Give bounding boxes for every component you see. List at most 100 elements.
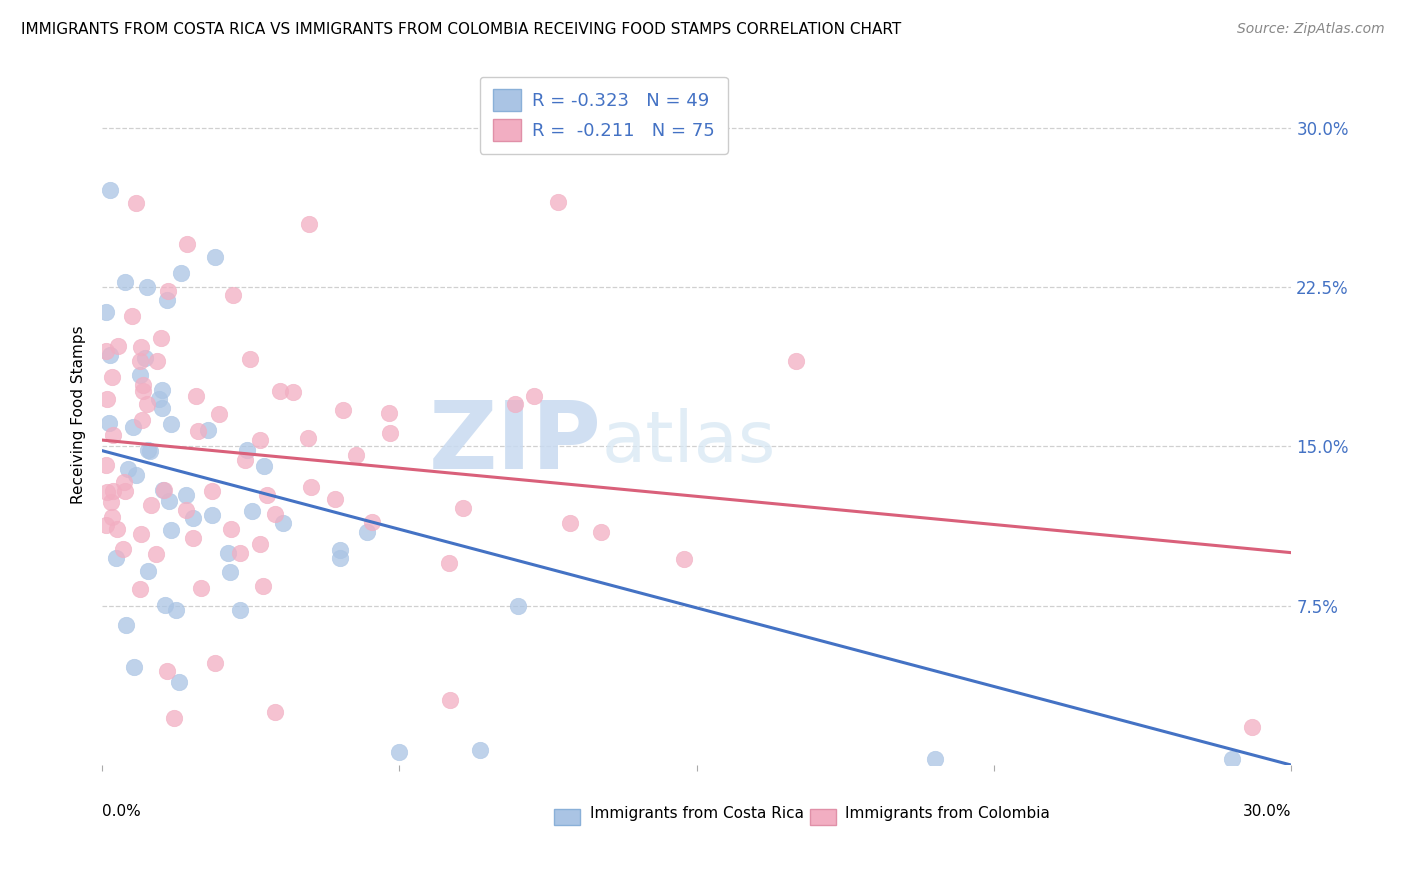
- Point: [269, 384, 291, 398]
- Point: [150, 401, 173, 415]
- Point: [240, 504, 263, 518]
- Point: [217, 546, 239, 560]
- Point: [201, 508, 224, 522]
- Point: [100, 495, 122, 509]
- Point: [156, 664, 179, 678]
- Point: [378, 406, 401, 420]
- Point: [96, 517, 118, 532]
- Text: Source: ZipAtlas.com: Source: ZipAtlas.com: [1237, 22, 1385, 37]
- Point: [100, 370, 122, 384]
- Point: [174, 503, 197, 517]
- Point: [547, 195, 569, 210]
- Point: [380, 426, 402, 441]
- Y-axis label: Receiving Food Stamps: Receiving Food Stamps: [72, 326, 86, 504]
- Point: [114, 275, 136, 289]
- Point: [128, 368, 150, 382]
- Point: [98, 416, 121, 430]
- Point: [236, 443, 259, 458]
- Point: [153, 598, 176, 612]
- Point: [239, 351, 262, 366]
- Point: [673, 552, 696, 566]
- Point: [165, 602, 187, 616]
- Point: [129, 340, 152, 354]
- Point: [329, 551, 352, 566]
- Point: [470, 743, 492, 757]
- Point: [299, 480, 322, 494]
- Text: 30.0%: 30.0%: [1243, 804, 1291, 819]
- Point: [115, 617, 138, 632]
- Point: [361, 515, 384, 529]
- Point: [121, 309, 143, 323]
- Point: [181, 511, 204, 525]
- Point: [157, 494, 180, 508]
- Point: [152, 483, 174, 497]
- Point: [323, 491, 346, 506]
- Point: [523, 389, 546, 403]
- Point: [356, 524, 378, 539]
- Point: [271, 516, 294, 531]
- Point: [160, 417, 183, 432]
- Point: [148, 392, 170, 407]
- Point: [229, 546, 252, 560]
- Point: [101, 427, 124, 442]
- Point: [150, 331, 173, 345]
- Point: [229, 603, 252, 617]
- Point: [112, 475, 135, 489]
- Point: [1220, 752, 1243, 766]
- Point: [184, 389, 207, 403]
- Point: [264, 507, 287, 521]
- Point: [150, 383, 173, 397]
- Point: [252, 458, 274, 473]
- Point: [298, 217, 321, 231]
- Point: [924, 752, 946, 766]
- Point: [591, 525, 613, 540]
- Point: [176, 488, 198, 502]
- Point: [131, 378, 153, 392]
- Point: [249, 434, 271, 448]
- Point: [388, 745, 411, 759]
- Point: [136, 396, 159, 410]
- Point: [136, 280, 159, 294]
- Point: [281, 385, 304, 400]
- Point: [256, 488, 278, 502]
- Point: [145, 547, 167, 561]
- Point: [170, 266, 193, 280]
- Point: [197, 423, 219, 437]
- Point: [208, 407, 231, 421]
- Point: [332, 403, 354, 417]
- Point: [505, 397, 527, 411]
- Point: [218, 566, 240, 580]
- Point: [134, 351, 156, 365]
- Point: [96, 458, 118, 472]
- Point: [187, 424, 209, 438]
- Point: [252, 579, 274, 593]
- Point: [132, 384, 155, 398]
- Point: [122, 420, 145, 434]
- Point: [131, 412, 153, 426]
- Point: [96, 305, 118, 319]
- Point: [176, 236, 198, 251]
- Point: [155, 293, 177, 307]
- FancyBboxPatch shape: [810, 809, 837, 825]
- Point: [141, 498, 163, 512]
- Point: [125, 468, 148, 483]
- Point: [101, 484, 124, 499]
- Point: [128, 353, 150, 368]
- Text: Immigrants from Colombia: Immigrants from Colombia: [845, 806, 1050, 821]
- Point: [167, 674, 190, 689]
- Point: [453, 501, 475, 516]
- Point: [152, 483, 174, 497]
- Point: [96, 392, 118, 406]
- Point: [201, 483, 224, 498]
- Point: [204, 250, 226, 264]
- Point: [145, 354, 167, 368]
- Point: [105, 522, 128, 536]
- Point: [249, 536, 271, 550]
- Point: [114, 483, 136, 498]
- Point: [204, 657, 226, 671]
- Text: Immigrants from Costa Rica: Immigrants from Costa Rica: [589, 806, 804, 821]
- Point: [131, 526, 153, 541]
- Point: [125, 196, 148, 211]
- Point: [785, 354, 807, 368]
- Point: [221, 287, 243, 301]
